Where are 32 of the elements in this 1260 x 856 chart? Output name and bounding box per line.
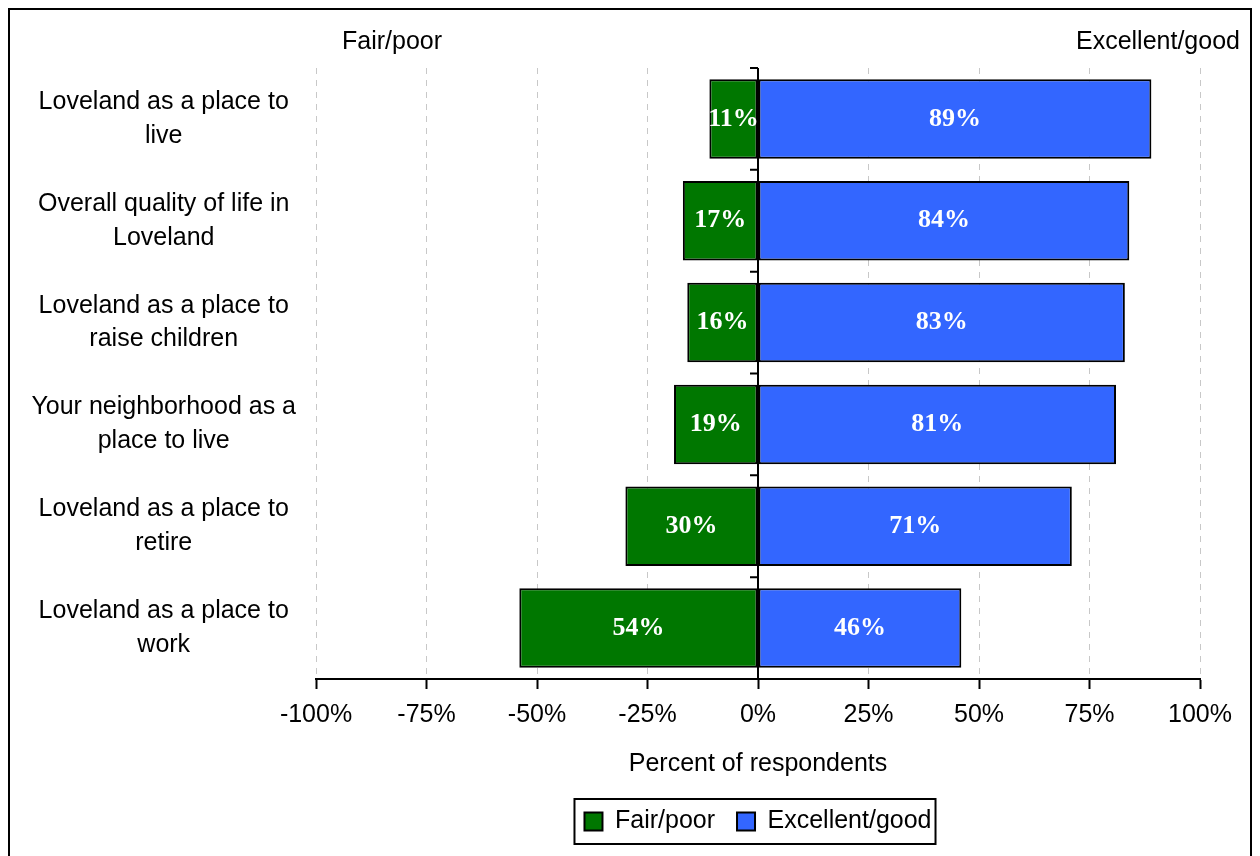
data-label: 11% — [708, 102, 759, 132]
x-axis-title: Percent of respondents — [628, 747, 888, 776]
x-tick-label: 50% — [953, 698, 1005, 727]
x-tick-label: 0% — [739, 698, 777, 727]
data-label: 46% — [833, 611, 886, 641]
x-tick-label: -25% — [618, 698, 677, 727]
data-label: 54% — [612, 611, 665, 641]
x-tick-label: 100% — [1168, 698, 1232, 727]
x-tick-label: -100% — [279, 698, 353, 727]
y-tick-label: Overall quality of life in Loveland — [37, 187, 290, 250]
data-label: 71% — [889, 509, 942, 539]
text: Fair/poor — [342, 25, 443, 54]
data-label: 84% — [917, 204, 970, 234]
data-label: 16% — [696, 306, 749, 336]
data-label: 89% — [928, 102, 981, 132]
data-label: 19% — [689, 408, 742, 438]
data-label: 17% — [694, 204, 747, 234]
legend-label: Fair/poor — [614, 805, 716, 834]
legend-label: Excellent/good — [767, 805, 932, 834]
x-tick-label: -50% — [507, 698, 567, 727]
data-label: 30% — [665, 509, 718, 539]
y-tick-label: Loveland as a place to work — [38, 595, 289, 657]
data-label: 83% — [915, 306, 968, 336]
y-tick-label: Loveland as a place to live — [38, 85, 289, 148]
y-tick-label: Your neighborhood as a place to live — [31, 391, 297, 454]
x-tick-label: 75% — [1064, 698, 1115, 727]
text: Excellent/good — [1075, 25, 1240, 54]
x-tick-label: -75% — [397, 698, 456, 727]
y-tick-label: Loveland as a place to retire — [38, 493, 289, 556]
y-tick-label: Loveland as a place to raise children — [38, 289, 289, 352]
data-label: 81% — [911, 408, 964, 438]
x-tick-label: 25% — [843, 698, 894, 727]
